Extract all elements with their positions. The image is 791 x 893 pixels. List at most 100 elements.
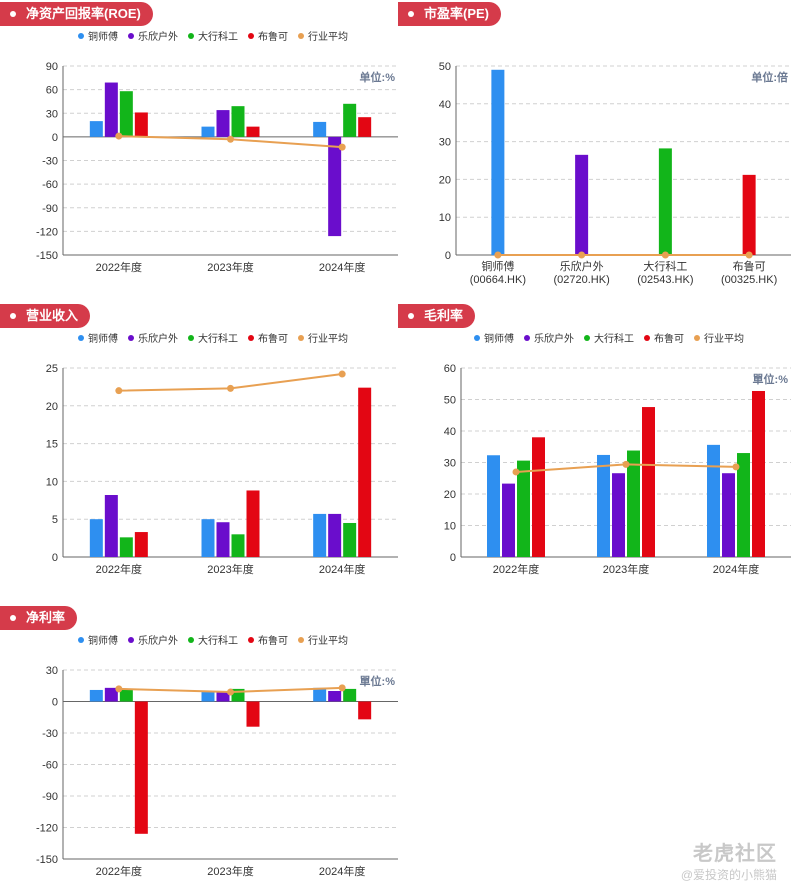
bar [343,522,357,557]
legend-item[interactable]: 铜师傅 [78,28,118,43]
y-tick-label: 60 [46,85,58,97]
y-tick-label: -90 [42,791,58,803]
bar [231,534,245,557]
pe-title: 市盈率(PE) [424,6,490,21]
y-tick-label: 40 [439,99,451,111]
legend-swatch [298,334,304,341]
gross-panel: 毛利率 铜师傅 乐欣户外 大行科工 布鲁可 行业平均 60 50 40 30 20 10 0… [398,302,791,582]
legend-label: 行业平均 [308,32,348,43]
legend-item[interactable]: 大行科工 [188,28,238,43]
y-tick-label: -120 [36,823,58,835]
y-tick-label: -30 [42,728,58,740]
legend-label: 大行科工 [198,32,238,43]
legend-label: 大行科工 [198,334,238,345]
y-tick-label: 0 [52,552,58,564]
legend-item[interactable]: 大行科工 [584,330,634,345]
legend-label: 铜师傅 [88,636,118,647]
bar [517,460,530,557]
x-tick-label: 2023年度 [207,864,253,878]
legend-swatch [524,334,530,341]
x-tick-label: 2022年度 [96,260,142,274]
x-tick-label: 2024年度 [319,260,365,274]
tag-dot [408,11,414,17]
legend-item[interactable]: 行业平均 [298,330,348,345]
y-tick-label: 20 [444,489,456,501]
avg-point [338,370,346,378]
x-tick-label: 2023年度 [207,260,253,274]
legend-item[interactable]: 乐欣户外 [128,632,178,647]
avg-point [115,685,123,693]
bar [89,689,103,702]
x-tick-label: 2023年度 [603,562,649,576]
legend-item[interactable]: 布鲁可 [248,330,288,345]
bar [612,473,625,557]
legend-swatch [644,334,650,341]
bar [246,126,260,137]
legend-item[interactable]: 乐欣户外 [128,28,178,43]
roe-title: 净资产回报率(ROE) [26,6,141,21]
legend-swatch [694,334,700,341]
unit-label: 单位:倍 [751,70,788,84]
legend-item[interactable]: 布鲁可 [248,28,288,43]
avg-point [338,684,346,692]
x-tick-code: (02543.HK) [637,274,693,286]
tag-dot [408,313,414,319]
bar [328,136,342,237]
bar [201,126,215,137]
bar [737,453,750,557]
bar [134,701,148,834]
avg-point [227,384,234,392]
watermark-logo: 老虎社区 [693,843,777,865]
legend-label: 铜师傅 [484,334,514,345]
legend-item[interactable]: 布鲁可 [248,632,288,647]
x-tick-code: (02720.HK) [553,274,609,286]
legend-swatch [248,334,254,341]
watermark: 老虎社区 @爱投资的小熊猫 [681,837,777,883]
bar [216,692,230,702]
y-tick-label: 5 [52,514,58,526]
bar [343,688,357,702]
net-title: 净利率 [26,610,66,625]
legend-swatch [474,334,480,341]
legend-label: 布鲁可 [654,334,684,345]
bar [358,701,372,720]
x-tick-label: 大行科工 [643,259,687,273]
legend-swatch [78,334,84,341]
legend-item[interactable]: 行业平均 [298,632,348,647]
bar [231,106,245,137]
y-tick-label: 10 [46,476,58,488]
y-tick-label: 25 [46,363,58,375]
legend-swatch [188,636,194,643]
y-tick-label: 50 [444,395,456,407]
y-tick-label: 30 [46,108,58,120]
y-tick-label: 10 [444,521,456,533]
bar [134,532,148,557]
revenue-legend: 铜师傅 乐欣户外 大行科工 布鲁可 行业平均 [78,330,348,345]
bar [104,687,118,702]
legend-label: 行业平均 [704,334,744,345]
y-tick-label: 30 [46,665,58,677]
legend-item[interactable]: 行业平均 [298,28,348,43]
legend-item[interactable]: 乐欣户外 [524,330,574,345]
unit-label: 單位:% [360,674,396,688]
legend-item[interactable]: 铜师傅 [78,632,118,647]
bar [104,495,118,557]
legend-item[interactable]: 行业平均 [694,330,744,345]
legend-item[interactable]: 铜师傅 [78,330,118,345]
unit-label: 單位:% [753,372,789,386]
legend-item[interactable]: 铜师傅 [474,330,514,345]
bar [491,69,505,255]
legend-label: 行业平均 [308,334,348,345]
legend-item[interactable]: 大行科工 [188,632,238,647]
legend-item[interactable]: 大行科工 [188,330,238,345]
net-title-tag: 净利率 [0,606,78,630]
y-tick-label: 20 [439,174,451,186]
gross-chart: 60 50 40 30 20 10 0 單位:% 2022年度 2023年度 2024年度 [444,363,791,576]
legend-item[interactable]: 乐欣户外 [128,330,178,345]
bar [502,483,515,557]
legend-label: 行业平均 [308,636,348,647]
y-tick-label: 10 [439,212,451,224]
bar [89,121,103,137]
roe-title-tag: 净资产回报率(ROE) [0,2,153,26]
legend-item[interactable]: 布鲁可 [644,330,684,345]
